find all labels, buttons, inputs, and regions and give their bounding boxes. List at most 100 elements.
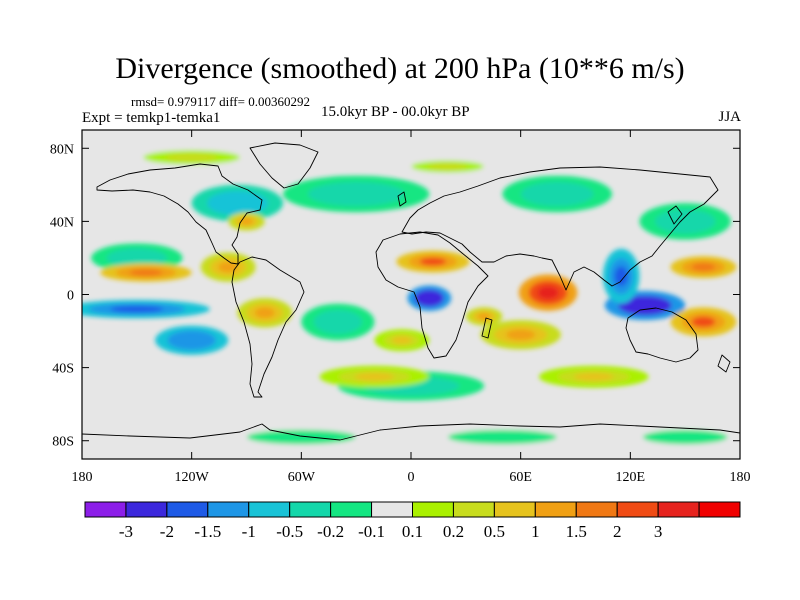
anomaly-band	[691, 316, 716, 328]
anomaly-pos-21	[200, 252, 256, 282]
colorbar-box	[452, 501, 495, 518]
x-tick-label: 60W	[288, 470, 316, 485]
stats-text: rmsd= 0.979117 diff= 0.00360292	[131, 94, 310, 109]
anomaly-neg-9	[639, 203, 731, 240]
y-tick-label: 80N	[50, 142, 74, 157]
period-label: 15.0kyr BP - 00.0kyr BP	[321, 104, 470, 120]
colorbar-label: 3	[654, 522, 663, 541]
colorbar-box	[248, 501, 291, 518]
anomaly-band	[178, 334, 205, 346]
y-tick-label: 80S	[52, 435, 74, 450]
anomaly-neg-2	[602, 248, 640, 304]
y-axis: 80N 40N 0 40S 80S	[50, 142, 740, 450]
plot-title: Divergence (smoothed) at 200 hPa (10**6 …	[115, 52, 685, 85]
anomaly-pos-28	[118, 146, 265, 169]
anomaly-band	[537, 187, 577, 201]
anomaly-band	[354, 372, 395, 381]
anomaly-neg-4	[155, 325, 229, 355]
colorbar-label: 1.5	[566, 522, 587, 541]
anomaly-pos-20	[480, 320, 561, 350]
anomaly-neg-6	[283, 175, 430, 213]
colorbar: -3 -2 -1.5 -1 -0.5 -0.2 -0.1 0.1 0.2 0.5 1 1.5 2 3	[84, 501, 741, 541]
coast-madagascar	[481, 317, 493, 339]
anomaly-pos-27	[538, 365, 649, 388]
colorbar-label: 2	[613, 522, 622, 541]
anomaly-pos-24	[374, 329, 430, 352]
anomaly-band	[129, 269, 163, 276]
anomaly-band	[506, 329, 536, 340]
coast-new-zealand	[717, 354, 731, 373]
colorbar-label: -0.5	[276, 522, 303, 541]
coast-australia	[625, 307, 699, 363]
anomaly-pos-23	[465, 307, 503, 326]
colorbar-label: 0.5	[484, 522, 505, 541]
anomaly-band	[668, 214, 702, 228]
anomaly-band	[662, 433, 709, 442]
anomaly-pos-19	[670, 307, 737, 337]
x-tick-label: 120E	[616, 470, 646, 485]
colorbar-box	[698, 501, 741, 518]
anomaly-band	[324, 315, 352, 329]
coast-africa	[375, 231, 489, 359]
anomaly-neg-11	[502, 175, 613, 213]
coast-japan	[667, 205, 683, 225]
coast-britain	[397, 191, 407, 207]
anomaly-neg-5	[191, 184, 284, 222]
anomaly-pos-25	[228, 212, 265, 231]
anomaly-band	[537, 286, 559, 300]
anomaly-band	[220, 196, 254, 210]
anomaly-band	[218, 261, 239, 273]
colorbar-box	[657, 501, 700, 518]
coast-greenland	[249, 142, 319, 189]
season-label: JJA	[718, 109, 741, 125]
anomaly-neg-14	[621, 426, 740, 449]
x-tick-label: 180	[72, 470, 93, 485]
colorbar-box	[166, 501, 209, 518]
anomaly-band	[165, 153, 218, 162]
divergence-field	[82, 146, 740, 449]
anomaly-band	[614, 266, 628, 287]
anomaly-band	[419, 257, 447, 266]
coastlines	[82, 142, 740, 441]
anomaly-pos-16	[396, 250, 470, 273]
colorbar-box	[575, 501, 618, 518]
x-tick-label: 60E	[509, 470, 532, 485]
anomaly-neg-0	[407, 285, 452, 311]
anomaly-neg-3	[82, 299, 210, 319]
anomaly-band	[574, 372, 614, 381]
anomaly-neg-12	[219, 426, 384, 449]
anomaly-band	[120, 252, 154, 264]
colorbar-label: -0.2	[317, 522, 344, 541]
anomaly-band	[472, 433, 532, 442]
x-axis: 180 120W 60W 0 60E 120E 180	[72, 130, 751, 485]
colorbar-label: -2	[160, 522, 174, 541]
colorbar-box	[534, 501, 577, 518]
anomaly-pos-26	[319, 365, 430, 388]
anomaly-band	[391, 336, 412, 345]
colorbar-label: 1	[531, 522, 540, 541]
anomaly-pos-22	[237, 298, 293, 328]
colorbar-label: 0.2	[443, 522, 464, 541]
anomaly-band	[329, 187, 383, 201]
y-tick-label: 40S	[52, 362, 74, 377]
anomaly-band	[421, 293, 438, 303]
colorbar-box	[207, 501, 250, 518]
x-tick-label: 120W	[175, 470, 210, 485]
colorbar-box	[412, 501, 454, 518]
x-tick-label: 0	[408, 470, 415, 485]
x-tick-label: 180	[730, 470, 751, 485]
colorbar-box	[616, 501, 659, 518]
colorbar-label: -1.5	[194, 522, 221, 541]
coast-antarctica	[82, 423, 740, 441]
anomaly-neg-13	[420, 426, 585, 449]
colorbar-label: -1	[242, 522, 256, 541]
experiment-label: Expt = temkp1-temka1	[82, 110, 221, 126]
colorbar-box	[371, 501, 413, 518]
colorbar-label: -3	[119, 522, 133, 541]
coast-north-america	[96, 163, 263, 265]
colorbar-box	[493, 501, 536, 518]
anomaly-band	[239, 218, 254, 225]
colorbar-box	[84, 501, 127, 518]
anomaly-pos-18	[670, 256, 737, 279]
